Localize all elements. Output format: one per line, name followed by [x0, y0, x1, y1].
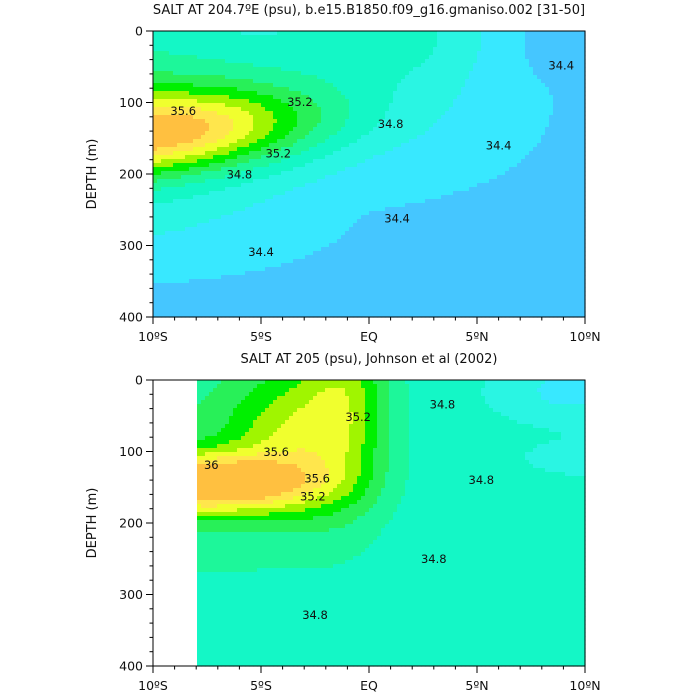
- x-tick-label: 10ºS: [138, 329, 168, 344]
- contour-label: 35.6: [304, 472, 330, 486]
- contour-label: 35.2: [265, 146, 291, 160]
- contour-label: 34.8: [421, 552, 447, 566]
- y-tick-label: 300: [119, 587, 143, 602]
- contour-label: 35.6: [263, 445, 289, 459]
- y-tick-label: 100: [119, 444, 143, 459]
- contour-fill: [197, 380, 586, 667]
- y-tick-label: 200: [119, 516, 143, 531]
- x-tick-label: 5ºS: [250, 678, 272, 693]
- contour-label: 34.8: [430, 397, 456, 411]
- contour-label: 34.8: [227, 168, 253, 182]
- x-tick-label: 10ºN: [569, 329, 600, 344]
- contour-fill: [153, 31, 586, 318]
- contour-label: 36: [204, 458, 219, 472]
- contour-label: 34.4: [486, 138, 512, 152]
- x-tick-label: EQ: [360, 329, 378, 344]
- panel-title: SALT AT 204.7ºE (psu), b.e15.B1850.f09_g…: [153, 3, 585, 18]
- contour-label: 35.2: [300, 490, 326, 504]
- contour-label: 34.4: [548, 58, 574, 72]
- x-tick-label: 10ºN: [569, 678, 600, 693]
- panel-title: SALT AT 205 (psu), Johnson et al (2002): [240, 352, 497, 367]
- x-tick-label: 10ºS: [138, 678, 168, 693]
- contour-label: 34.8: [469, 473, 495, 487]
- y-tick-label: 400: [119, 659, 143, 674]
- top-panel: SALT AT 204.7ºE (psu), b.e15.B1850.f09_g…: [85, 3, 601, 344]
- contour-label: 34.4: [384, 211, 410, 225]
- y-tick-label: 400: [119, 310, 143, 325]
- y-tick-label: 300: [119, 238, 143, 253]
- contour-label: 35.2: [345, 410, 371, 424]
- y-tick-label: 0: [135, 373, 143, 388]
- contour-label: 34.8: [302, 608, 328, 622]
- contour-label: 34.8: [378, 117, 404, 131]
- y-axis-label: DEPTH (m): [85, 488, 100, 559]
- y-tick-label: 200: [119, 167, 143, 182]
- x-tick-label: 5ºN: [465, 678, 488, 693]
- bottom-panel: SALT AT 205 (psu), Johnson et al (2002) 0…: [85, 352, 601, 693]
- y-tick-label: 0: [135, 24, 143, 39]
- x-tick-label: EQ: [360, 678, 378, 693]
- x-tick-label: 5ºN: [465, 329, 488, 344]
- contour-label: 34.4: [248, 245, 274, 259]
- y-tick-label: 100: [119, 95, 143, 110]
- contour-label: 35.2: [287, 95, 313, 109]
- y-axis-label: DEPTH (m): [85, 139, 100, 210]
- x-tick-label: 5ºS: [250, 329, 272, 344]
- contour-label: 35.6: [170, 104, 196, 118]
